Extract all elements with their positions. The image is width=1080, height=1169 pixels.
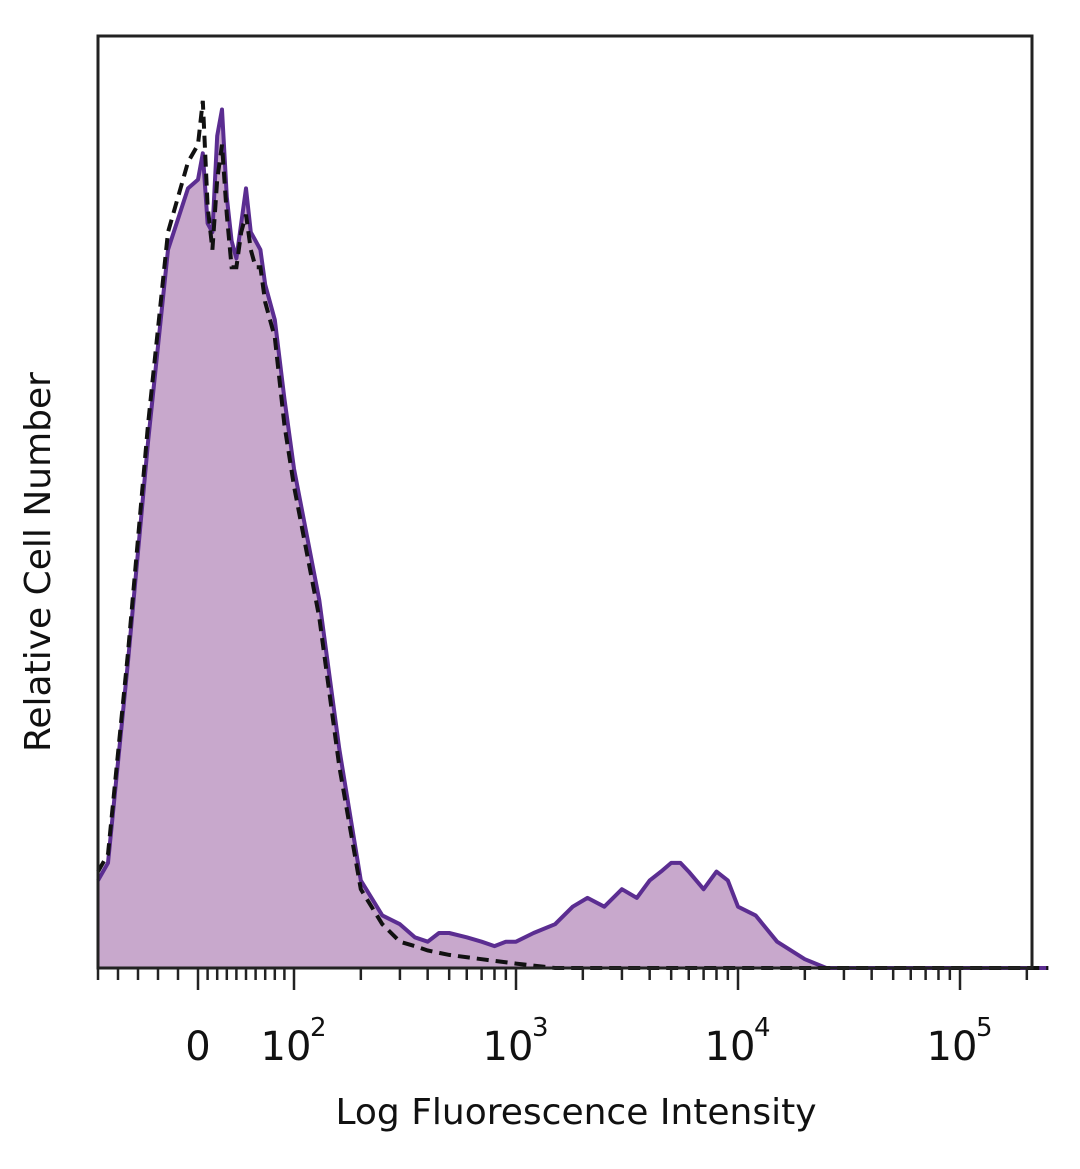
- x-tick-exponent: 2: [310, 1013, 327, 1043]
- x-tick-label: 10: [927, 1024, 978, 1070]
- x-tick-label: 10: [705, 1024, 756, 1070]
- x-axis-ticks: [96, 968, 1029, 990]
- x-tick-label: 10: [261, 1024, 312, 1070]
- plot-frame: [96, 34, 1034, 970]
- x-tick-exponent: 3: [532, 1013, 549, 1043]
- stained-histogram-outline: [96, 107, 1049, 970]
- x-tick-label: 10: [483, 1024, 534, 1070]
- x-axis-title: Log Fluorescence Intensity: [335, 1092, 816, 1133]
- x-tick-exponent: 5: [976, 1013, 993, 1043]
- x-tick-label: 0: [185, 1024, 210, 1070]
- x-axis-tick-labels: 0 102 103 104 105: [185, 1013, 992, 1070]
- plot-area: [96, 34, 1049, 970]
- x-tick-exponent: 4: [754, 1013, 771, 1043]
- y-axis-title: Relative Cell Number: [18, 372, 59, 752]
